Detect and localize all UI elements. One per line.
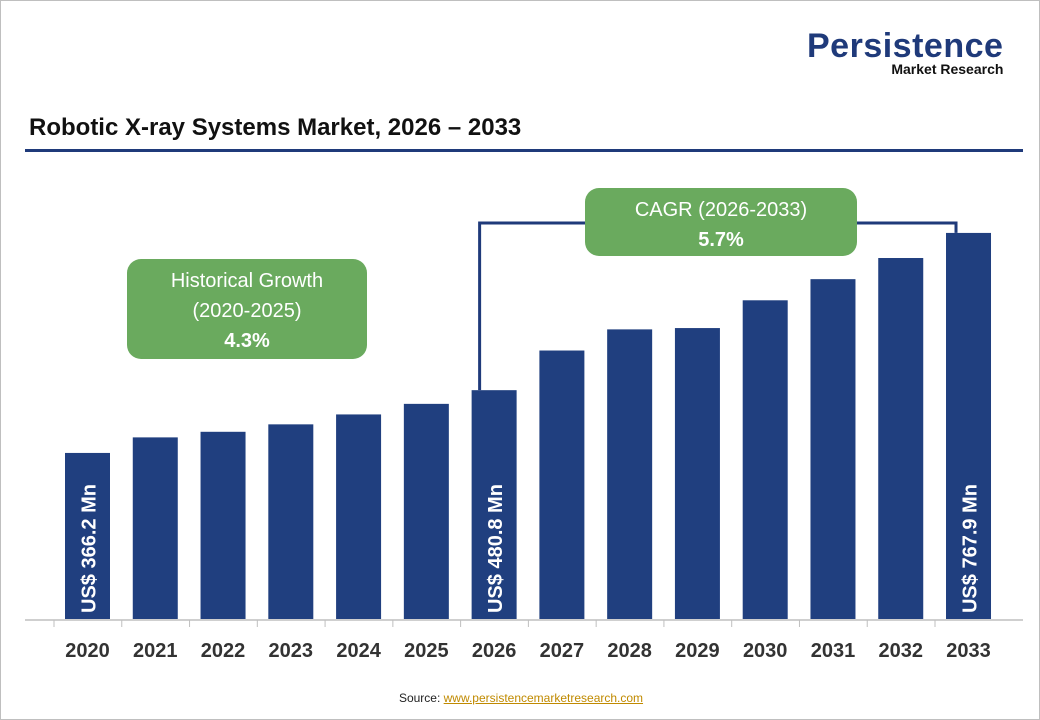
x-tick-label-2028: 2028 — [607, 640, 652, 662]
x-tick-label-2030: 2030 — [743, 640, 788, 662]
x-tick-label-2022: 2022 — [201, 640, 246, 662]
x-tick-label-2033: 2033 — [946, 640, 991, 662]
data-label-2026: US$ 480.8 Mn — [485, 484, 507, 613]
bar-2028 — [607, 329, 653, 619]
x-tick-label-2031: 2031 — [811, 640, 856, 662]
logo-line1: Persistence — [807, 27, 1004, 65]
source-link[interactable]: www.persistencemarketresearch.com — [443, 691, 644, 705]
source-line: Source: www.persistencemarketresearch.co… — [1, 691, 1039, 705]
x-tick-label-2025: 2025 — [404, 640, 449, 662]
bar-2021 — [132, 437, 178, 619]
bar-2031 — [810, 279, 856, 619]
x-tick-label-2021: 2021 — [133, 640, 178, 662]
bar-2029 — [674, 328, 720, 619]
bar-2027 — [539, 350, 585, 619]
chart-title: Robotic X-ray Systems Market, 2026 – 203… — [29, 114, 522, 141]
cagr-callout-text-0: CAGR (2026-2033) — [635, 199, 807, 221]
bar-chart: 2020 US$ 366.2 Mn 2021 2022 2023 2024 2025 2026… — [25, 188, 1023, 662]
x-tick-label-2029: 2029 — [675, 640, 720, 662]
data-label-2033: US$ 767.9 Mn — [960, 484, 982, 613]
bar-2023 — [268, 424, 314, 619]
historical-callout-box — [127, 259, 367, 359]
persistence-logo: Persistence Market Research — [807, 29, 1003, 76]
logo-line2: Market Research — [891, 61, 1004, 77]
cagr-callout-box — [585, 188, 857, 256]
historical-callout-text-0: Historical Growth — [171, 270, 323, 292]
bar-2033 — [946, 232, 992, 619]
x-tick-label-2032: 2032 — [878, 640, 923, 662]
cagr-callout-text-1: 5.7% — [698, 229, 744, 251]
bar-2032 — [878, 258, 924, 619]
bar-2020 — [65, 452, 110, 619]
historical-callout-text-1: (2020-2025) — [193, 300, 302, 322]
bar-2030 — [742, 300, 788, 619]
data-label-2020: US$ 366.2 Mn — [79, 484, 101, 613]
x-tick-label-2023: 2023 — [269, 640, 314, 662]
bar-2025 — [403, 403, 449, 619]
x-tick-label-2027: 2027 — [540, 640, 585, 662]
bar-2024 — [336, 414, 382, 619]
title-rule — [25, 149, 1023, 152]
historical-callout-text-2: 4.3% — [224, 330, 270, 352]
bar-2022 — [200, 431, 246, 619]
x-tick-label-2020: 2020 — [65, 640, 110, 662]
x-tick-label-2026: 2026 — [472, 640, 517, 662]
source-label: Source: — [398, 691, 441, 705]
x-tick-label-2024: 2024 — [336, 640, 381, 662]
bar-2026 — [471, 390, 517, 619]
